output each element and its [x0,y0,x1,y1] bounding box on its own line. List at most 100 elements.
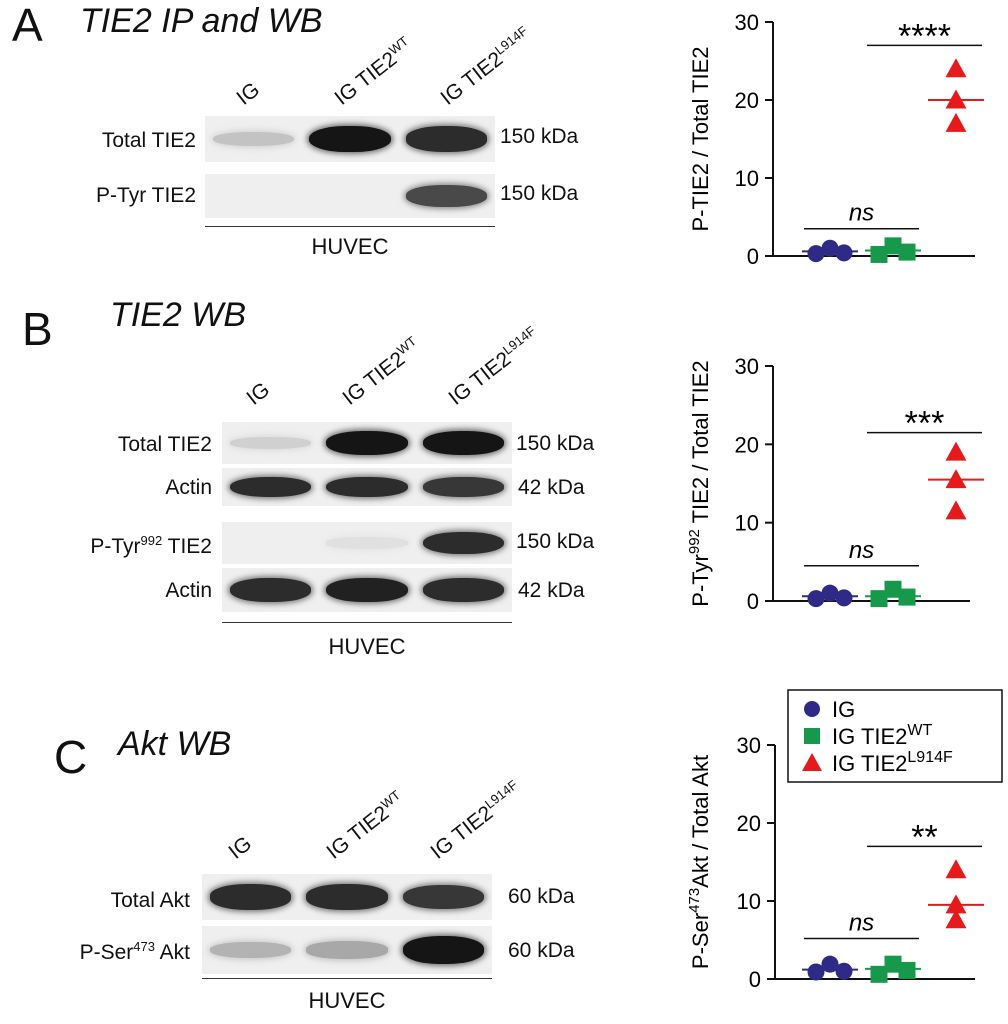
panel-c-title: Akt WB [118,725,232,763]
blot-band [423,430,505,456]
legend-label: IG TIE2WT [832,722,933,749]
panel-a-cell-label: HUVEC [311,234,389,259]
significance-label: ns [849,537,874,564]
y-tick-label: 0 [749,967,761,992]
panel-a-row-label-ptyr-tie2: P-Tyr TIE2 [96,184,196,207]
panel-b-blot-actin-2 [222,568,512,612]
data-point-triangle [802,753,822,771]
panel-a-blot-total-tie2 [205,116,495,162]
panel-c-underline [202,978,492,979]
data-point-circle [807,963,825,981]
data-point-triangle [945,909,967,929]
blot-band [326,476,408,498]
data-point-square [884,580,902,598]
data-point-square [870,965,888,983]
data-point-circle [807,245,825,263]
significance-label: **** [898,17,951,55]
significance-label: *** [905,405,945,443]
panel-b-blot-ptyr992 [222,522,512,564]
blot-band [423,531,505,555]
y-tick-label: 10 [735,166,759,191]
blot-band [209,941,291,959]
data-point-triangle [945,441,967,461]
significance-label: ns [849,200,874,227]
blot-band [423,577,505,603]
blot-band [229,577,311,603]
data-point-circle [835,962,853,980]
y-axis-label: P-Tyr992 TIE2 / Total TIE2 [686,360,713,606]
panel-b-kda-total-tie2: 150 kDa [516,432,595,455]
panel-c-kda-pser473: 60 kDa [508,939,575,962]
panel-b-underline [222,622,512,623]
panel-a-underline [205,226,495,227]
panel-a-row-label-total-tie2: Total TIE2 [101,129,196,152]
legend-box [787,689,1003,783]
data-point-square [804,728,820,744]
panel-b-blot-total-tie2 [222,422,512,464]
data-point-triangle [945,859,967,879]
panel-b-cell-label: HUVEC [328,634,406,659]
data-point-square [898,243,916,261]
blot-band [406,184,488,208]
blot-band [423,476,505,498]
y-tick-label: 0 [747,589,759,614]
blot-band [209,884,291,910]
legend-label: IG TIE2L914F [832,749,953,776]
panel-c-cell-label: HUVEC [308,988,386,1013]
y-tick-label: 30 [737,733,761,758]
panel-a-kda-total-tie2: 150 kDa [500,125,579,148]
panel-b-kda-actin-2: 42 kDa [518,579,585,602]
y-tick-label: 20 [737,811,761,836]
blot-band [326,430,408,456]
blot-band [229,476,311,498]
panel-c-blot-total-akt [202,874,492,920]
blot-band [229,436,311,450]
blot-band [212,131,294,147]
chart-p-tie2: 0 10 20 30 P-TIE2 / Total TIE2 ns **** [688,10,984,269]
blot-band [403,936,485,964]
data-point-square [898,961,916,979]
blot-band [403,884,485,910]
data-point-circle [835,244,853,262]
panel-a-letter: A [12,0,43,51]
significance-label: ns [849,909,874,936]
y-tick-label: 0 [747,244,759,269]
y-axis-label: P-Ser473Akt / Total Akt [686,755,713,969]
data-point-circle [804,701,820,717]
data-point-square [870,590,888,608]
chart-p-tyr992-tie2: 0 10 20 30 P-Tyr992 TIE2 / Total TIE2 ns *** [686,354,984,614]
panel-b-title: TIE2 WB [110,296,247,334]
panel-b-kda-ptyr992: 150 kDa [516,530,595,553]
panel-b-row-label-actin-2: Actin [165,579,212,602]
blot-band [406,126,488,152]
panel-b-row-label-ptyr992: P-Tyr992 TIE2 [90,533,212,558]
data-point-triangle [945,500,967,520]
panel-c-blot-pser473 [202,926,492,974]
panel-c-row-label-total-akt: Total Akt [110,889,190,912]
significance-label: ** [911,818,937,856]
panel-c-letter: C [54,731,88,783]
y-tick-label: 10 [737,889,761,914]
y-tick-label: 20 [735,432,759,457]
data-point-circle [821,955,839,973]
panel-c-row-label-pser473: P-Ser473 Akt [79,939,190,964]
panel-a-blot-ptyr-tie2 [205,174,495,218]
blot-band [306,884,388,910]
y-tick-label: 30 [735,354,759,379]
panel-b-kda-actin-1: 42 kDa [518,476,585,499]
blot-band [309,125,391,153]
panel-b-row-label-total-tie2: Total TIE2 [117,433,212,456]
data-point-triangle [945,58,967,78]
y-axis-label: P-TIE2 / Total TIE2 [688,46,713,231]
blot-band [306,941,388,959]
chart-p-ser473-akt: 0 10 20 30 P-Ser473Akt / Total Akt ns ** [686,733,984,992]
panel-a-title: TIE2 IP and WB [80,2,323,40]
panel-a-kda-ptyr-tie2: 150 kDa [500,182,579,205]
data-point-circle [807,590,825,608]
y-tick-label: 20 [735,88,759,113]
panel-b-letter: B [22,303,53,355]
data-point-circle [821,239,839,257]
data-point-circle [821,584,839,602]
